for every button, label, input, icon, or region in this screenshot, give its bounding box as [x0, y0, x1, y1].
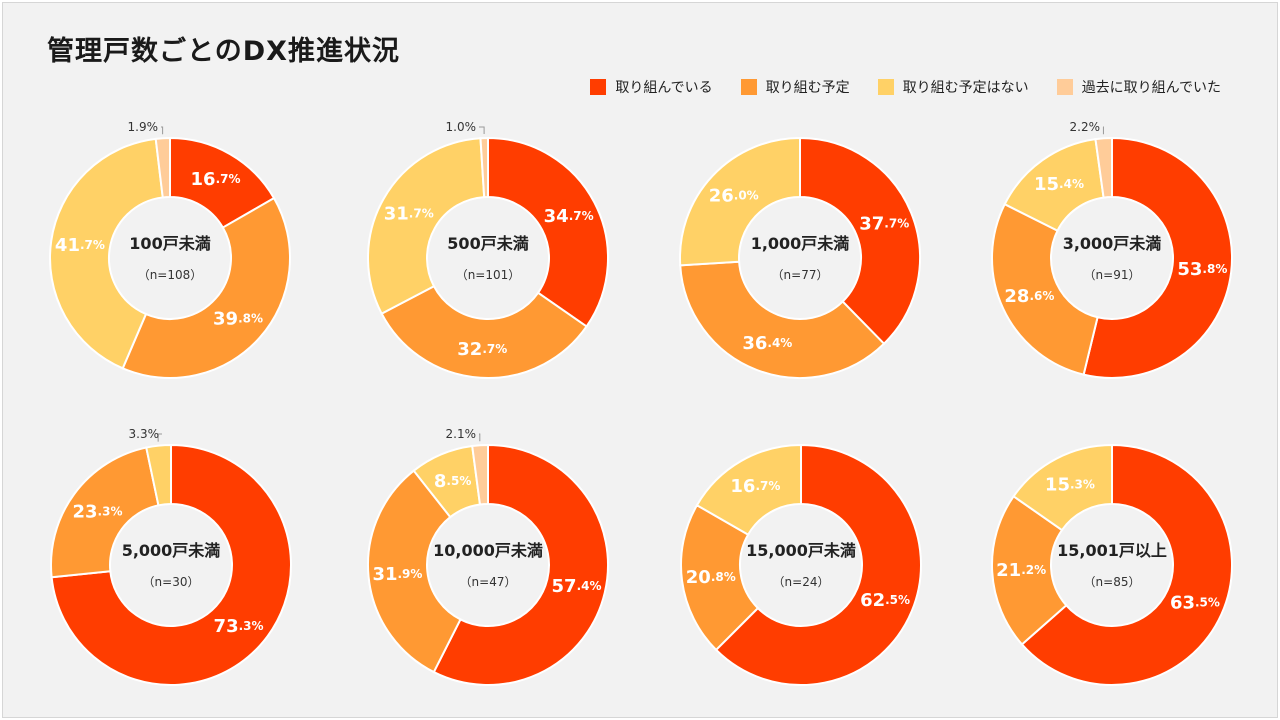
chart-title: 15,001戸以上	[1057, 541, 1167, 560]
donut-slice	[799, 136, 921, 346]
legend-label: 取り組む予定	[765, 80, 850, 96]
sample-size: （n=47）	[460, 575, 517, 589]
data-label: 31.7%	[384, 203, 434, 224]
donut-slice	[479, 136, 489, 199]
data-label-small: 3.3%	[129, 427, 160, 441]
data-label: 36.4%	[742, 332, 792, 353]
data-label: 20.8%	[686, 566, 736, 587]
donut-slice	[714, 443, 922, 686]
legend-swatch	[1056, 79, 1073, 95]
legend-item: 取り組む予定はない	[877, 77, 1029, 97]
donut-slice	[471, 443, 489, 506]
legend: 取り組んでいる 取り組む予定 取り組む予定はない 過去に取り組んでいた	[590, 77, 1221, 97]
sample-size: （n=108）	[138, 268, 203, 282]
donut-slice	[154, 136, 171, 199]
data-label-small: 1.9%	[128, 120, 159, 134]
donut-slice	[991, 494, 1068, 646]
donut-slice	[487, 136, 609, 328]
donut-slice	[432, 443, 609, 686]
leader-line	[479, 126, 485, 135]
donut-slice	[49, 137, 164, 370]
data-label-small: 2.2%	[1070, 120, 1101, 134]
legend-label: 取り組んでいる	[615, 80, 713, 96]
donut-slice	[367, 137, 486, 315]
data-label: 57.4%	[552, 576, 602, 597]
data-label: 53.8%	[1177, 258, 1227, 279]
sample-size: （n=24）	[773, 575, 830, 589]
donut-slice	[695, 443, 802, 536]
chart-title: 5,000戸未満	[122, 541, 221, 560]
chart-title: 3,000戸未満	[1063, 234, 1162, 253]
sample-size: （n=85）	[1084, 575, 1141, 589]
donut-slice	[50, 446, 160, 579]
donut-slice	[145, 443, 172, 507]
donut-slice	[679, 136, 801, 267]
data-label: 23.3%	[72, 501, 122, 522]
sample-size: （n=30）	[143, 575, 200, 589]
donut-slice	[380, 284, 588, 379]
chart-title: 100戸未満	[129, 234, 210, 253]
data-label: 21.2%	[996, 560, 1046, 581]
donut-slice	[367, 469, 462, 674]
legend-item: 過去に取り組んでいた	[1056, 77, 1221, 97]
data-label: 62.5%	[860, 589, 910, 610]
data-label: 15.4%	[1034, 174, 1084, 195]
donut-slice	[680, 503, 760, 652]
data-label: 8.5%	[434, 471, 471, 492]
donut-slice	[1020, 443, 1233, 686]
donut-slice	[991, 202, 1099, 376]
legend-item: 取り組む予定	[740, 77, 850, 97]
data-label-small: 2.1%	[446, 427, 477, 441]
data-label: 63.5%	[1170, 592, 1220, 613]
donut-slice	[1012, 443, 1113, 532]
legend-swatch	[877, 79, 894, 95]
chart-title: 500戸未満	[447, 234, 528, 253]
data-label: 16.7%	[730, 476, 780, 497]
data-label: 32.7%	[457, 338, 507, 359]
legend-label: 過去に取り組んでいた	[1081, 80, 1221, 96]
donut-slice	[1082, 136, 1233, 379]
leader-line	[157, 433, 162, 442]
chart-title: 15,000戸未満	[746, 541, 856, 560]
data-label: 34.7%	[544, 205, 594, 226]
donut-slice	[121, 196, 291, 379]
page-title: 管理戸数ごとのDX推進状況	[47, 36, 400, 67]
data-label: 39.8%	[213, 308, 263, 329]
sample-size: （n=101）	[456, 268, 521, 282]
data-label-small: 1.0%	[446, 120, 477, 134]
data-label: 73.3%	[214, 615, 264, 636]
legend-swatch	[590, 79, 607, 95]
data-label: 15.3%	[1045, 474, 1095, 495]
leader-line	[161, 126, 164, 135]
donut-slice	[1094, 136, 1113, 199]
legend-label: 取り組む予定はない	[902, 80, 1029, 96]
leader-line	[479, 433, 481, 442]
sample-size: （n=91）	[1084, 268, 1141, 282]
donut-slice	[50, 443, 292, 686]
sample-size: （n=77）	[772, 268, 829, 282]
data-label: 26.0%	[709, 185, 759, 206]
legend-swatch	[740, 79, 757, 95]
data-label: 16.7%	[191, 169, 241, 190]
data-label: 41.7%	[55, 235, 105, 256]
legend-item: 取り組んでいる	[590, 77, 713, 97]
data-label: 28.6%	[1004, 286, 1054, 307]
chart-title: 10,000戸未満	[433, 541, 543, 560]
data-label: 37.7%	[859, 213, 909, 234]
donut-slice	[679, 260, 886, 379]
chart-title: 1,000戸未満	[751, 234, 850, 253]
data-label: 31.9%	[372, 563, 422, 584]
